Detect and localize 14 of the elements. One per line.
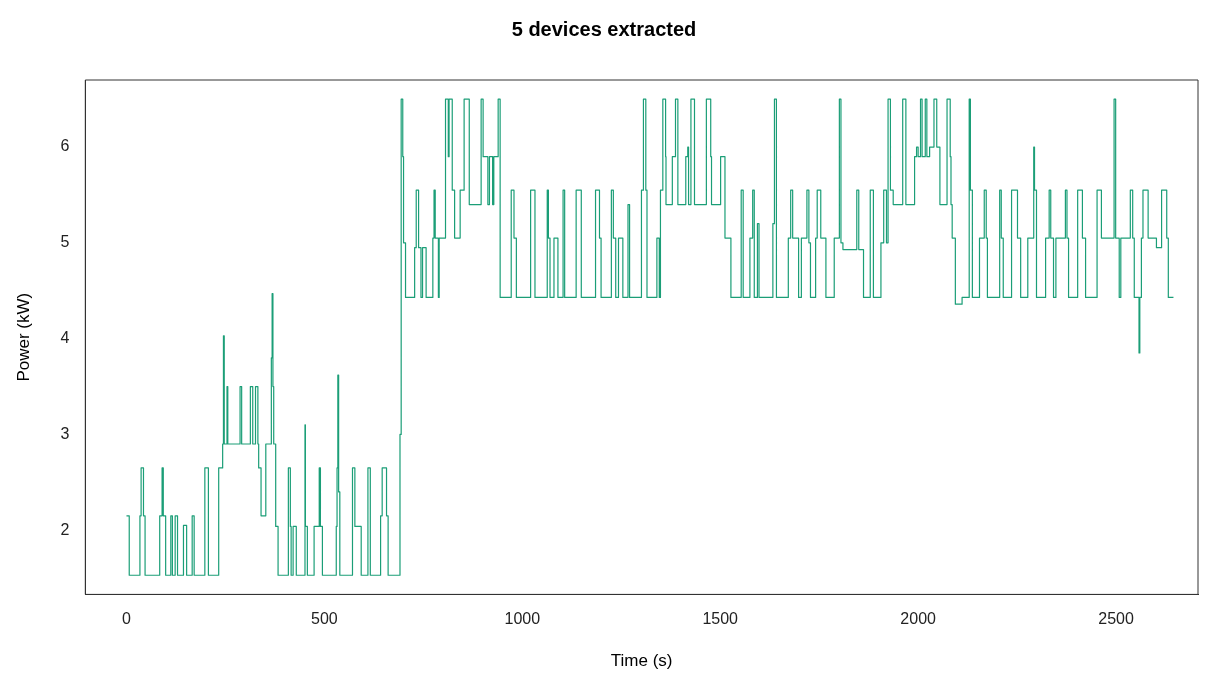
chart-title: 5 devices extracted: [511, 17, 697, 40]
x-tick-label: 1500: [702, 610, 739, 628]
x-tick-label: 2500: [1098, 610, 1134, 628]
y-tick-label: 3: [60, 424, 70, 442]
y-tick-label: 2: [60, 520, 70, 538]
y-tick-label: 6: [60, 137, 70, 155]
x-tick-label: 500: [311, 610, 338, 628]
y-tick-label: 4: [60, 329, 70, 347]
y-tick-label: 5: [60, 233, 70, 251]
x-tick-label: 2000: [900, 610, 937, 628]
x-tick-label: 0: [122, 610, 132, 628]
x-tick-label: 1000: [504, 610, 541, 628]
y-axis-title: Power (kW): [13, 292, 33, 382]
x-axis-title: Time (s): [610, 651, 673, 671]
